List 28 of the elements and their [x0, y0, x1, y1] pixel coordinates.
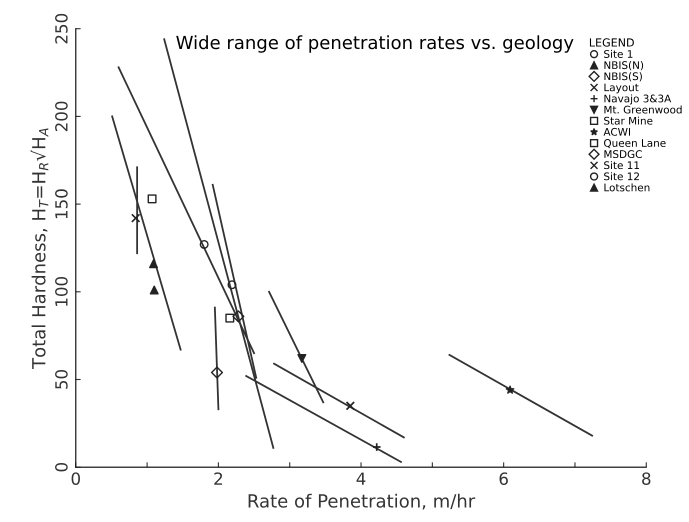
- legend-label: MSDGC: [604, 150, 642, 158]
- legend-label: Site 12: [604, 172, 639, 180]
- legend-label: Navajo 3&3A: [604, 94, 672, 104]
- legend-title: LEGEND: [590, 38, 634, 47]
- x-axis-title: Rate of Penetration, m/hr: [248, 494, 476, 510]
- legend-label: NBIS(N): [604, 61, 644, 70]
- legend-label: Mt. Greenwood: [604, 105, 682, 114]
- y-tick-label: 250: [55, 14, 68, 44]
- legend-label: Lotschen: [604, 183, 650, 192]
- y-axis-title: Total Hardness, H$_{T}$=H$_{R}$√H$_{A}$: [30, 128, 48, 369]
- chart-title: Wide range of penetration rates vs. geology: [176, 35, 574, 53]
- legend-label: ACWI: [604, 128, 630, 136]
- x-tick-label: 2: [214, 472, 222, 485]
- legend-label: Star Mine: [604, 116, 652, 125]
- legend-label: Site 11: [604, 161, 640, 170]
- y-tick-label: 150: [55, 189, 68, 218]
- x-tick-label: 0: [72, 472, 80, 485]
- y-tick-label: 100: [55, 277, 68, 306]
- legend-label: NBIS(S): [604, 72, 642, 82]
- y-tick-label: 200: [55, 102, 68, 132]
- legend-label: Site 1: [604, 50, 632, 58]
- y-tick-label: 0: [55, 462, 68, 472]
- y-tick-label: 50: [55, 370, 68, 389]
- legend-label: Queen Lane: [604, 139, 666, 148]
- x-tick-label: 4: [356, 472, 366, 485]
- legend-label: Layout: [604, 84, 639, 94]
- x-tick-label: 8: [642, 472, 650, 485]
- x-tick-label: 6: [500, 472, 508, 485]
